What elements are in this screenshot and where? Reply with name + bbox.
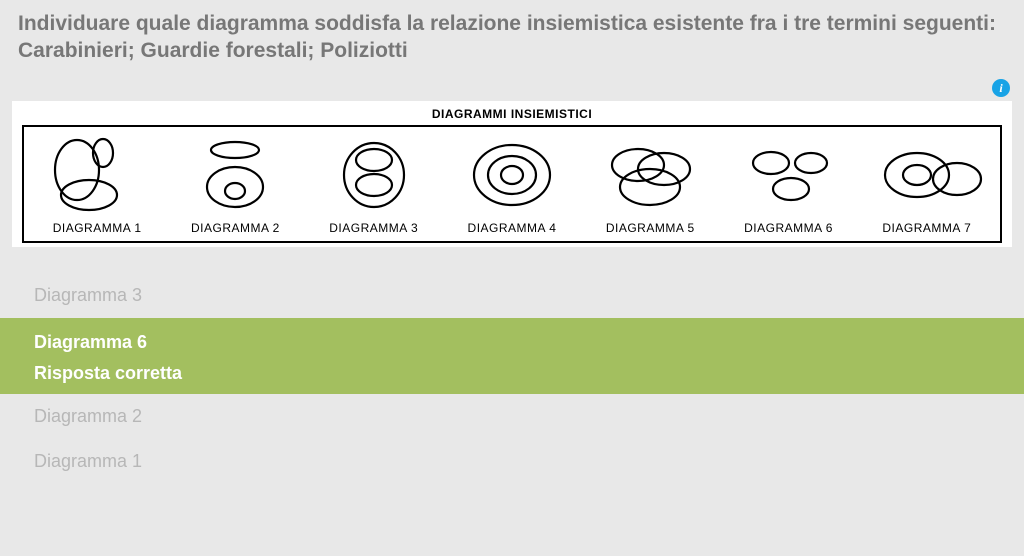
diagram-box: DIAGRAMMA 1 DIAGRAMMA 2 DIAGRAMMA 3 xyxy=(22,125,1002,243)
answer-option-a[interactable]: Diagramma 3 xyxy=(0,273,1024,318)
diagram-4-label: DIAGRAMMA 4 xyxy=(468,221,557,235)
diagram-5-svg xyxy=(590,135,710,215)
info-icon[interactable]: i xyxy=(992,79,1010,97)
answer-correct-text: Diagramma 6 xyxy=(34,332,990,353)
diagram-3: DIAGRAMMA 3 xyxy=(309,135,439,235)
question-text: Individuare quale diagramma soddisfa la … xyxy=(0,0,1024,79)
diagram-6-label: DIAGRAMMA 6 xyxy=(744,221,833,235)
diagram-1-svg xyxy=(37,135,157,215)
diagram-7-label: DIAGRAMMA 7 xyxy=(882,221,971,235)
diagram-1-label: DIAGRAMMA 1 xyxy=(53,221,142,235)
diagram-6-svg xyxy=(729,135,849,215)
info-row: i xyxy=(0,79,1024,101)
diagram-3-label: DIAGRAMMA 3 xyxy=(329,221,418,235)
diagram-panel-title: DIAGRAMMI INSIEMISTICI xyxy=(12,107,1012,121)
diagram-2: DIAGRAMMA 2 xyxy=(170,135,300,235)
diagram-3-svg xyxy=(314,135,434,215)
diagram-7-svg xyxy=(867,135,987,215)
answer-option-d[interactable]: Diagramma 1 xyxy=(0,439,1024,484)
answers-list: Diagramma 3 Diagramma 6 Risposta corrett… xyxy=(0,273,1024,484)
diagram-4-svg xyxy=(452,135,572,215)
diagram-4: DIAGRAMMA 4 xyxy=(447,135,577,235)
diagram-1: DIAGRAMMA 1 xyxy=(32,135,162,235)
diagram-5-label: DIAGRAMMA 5 xyxy=(606,221,695,235)
diagram-5: DIAGRAMMA 5 xyxy=(585,135,715,235)
diagram-7: DIAGRAMMA 7 xyxy=(862,135,992,235)
answer-option-correct[interactable]: Diagramma 6 Risposta corretta xyxy=(0,318,1024,394)
diagram-6: DIAGRAMMA 6 xyxy=(724,135,854,235)
diagram-panel: DIAGRAMMI INSIEMISTICI DIAGRAMMA 1 DIAGR… xyxy=(12,101,1012,247)
answer-correct-label: Risposta corretta xyxy=(34,363,990,384)
diagram-2-label: DIAGRAMMA 2 xyxy=(191,221,280,235)
answer-option-c[interactable]: Diagramma 2 xyxy=(0,394,1024,439)
diagram-2-svg xyxy=(175,135,295,215)
